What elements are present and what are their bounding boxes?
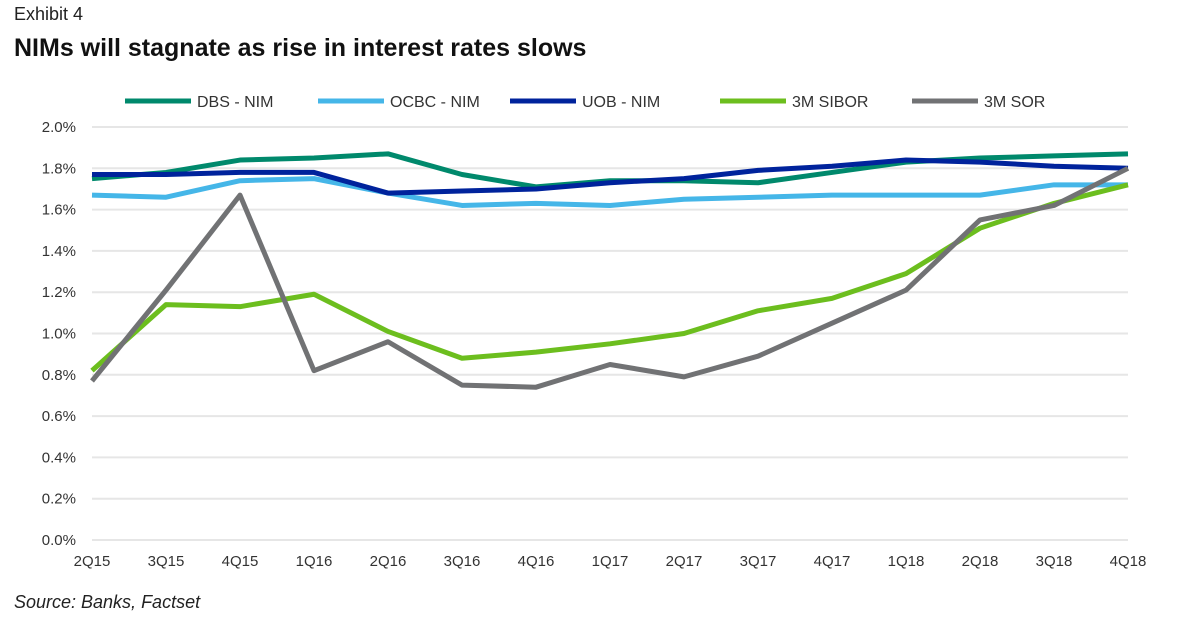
- legend-label: 3M SOR: [984, 94, 1045, 111]
- y-tick-label: 1.2%: [42, 284, 76, 301]
- x-tick-label: 4Q15: [222, 553, 259, 570]
- chart-title: NIMs will stagnate as rise in interest r…: [14, 34, 587, 62]
- y-tick-label: 0.6%: [42, 408, 76, 425]
- y-tick-label: 0.8%: [42, 367, 76, 384]
- x-tick-label: 4Q16: [518, 553, 555, 570]
- x-tick-label: 1Q18: [888, 553, 925, 570]
- legend-label: DBS - NIM: [197, 94, 273, 111]
- x-tick-label: 1Q17: [592, 553, 629, 570]
- y-tick-label: 0.4%: [42, 449, 76, 466]
- y-tick-label: 2.0%: [42, 119, 76, 136]
- series-line-3m-sor: [90, 166, 1130, 390]
- legend-label: UOB - NIM: [582, 94, 660, 111]
- y-tick-label: 0.2%: [42, 491, 76, 508]
- y-tick-label: 1.8%: [42, 160, 76, 177]
- exhibit-label: Exhibit 4: [14, 4, 84, 24]
- x-tick-label: 2Q16: [370, 553, 407, 570]
- source-note: Source: Banks, Factset: [14, 592, 201, 612]
- x-tick-label: 2Q15: [74, 553, 111, 570]
- x-tick-label: 2Q17: [666, 553, 703, 570]
- legend-label: OCBC - NIM: [390, 94, 480, 111]
- x-tick-label: 2Q18: [962, 553, 999, 570]
- x-tick-label: 4Q18: [1110, 553, 1147, 570]
- y-tick-label: 1.4%: [42, 243, 76, 260]
- y-tick-label: 1.6%: [42, 202, 76, 219]
- x-tick-label: 3Q17: [740, 553, 777, 570]
- x-tick-label: 3Q15: [148, 553, 185, 570]
- legend-label: 3M SIBOR: [792, 94, 868, 111]
- y-tick-label: 0.0%: [42, 532, 76, 549]
- x-tick-label: 3Q18: [1036, 553, 1073, 570]
- x-tick-label: 3Q16: [444, 553, 481, 570]
- y-tick-label: 1.0%: [42, 326, 76, 343]
- x-tick-label: 4Q17: [814, 553, 851, 570]
- series-line-uob-nim: [92, 157, 1129, 196]
- x-tick-label: 1Q16: [296, 553, 333, 570]
